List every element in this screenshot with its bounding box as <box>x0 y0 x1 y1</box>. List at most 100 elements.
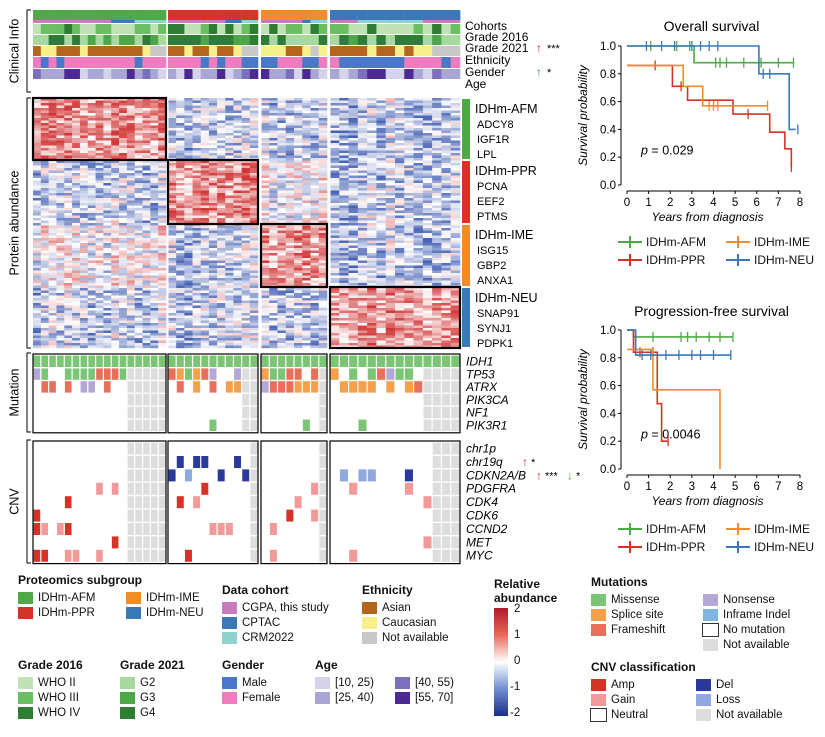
heatmap-cell <box>158 223 167 226</box>
heatmap-cell <box>176 120 185 124</box>
heatmap-cell <box>40 315 49 319</box>
heatmap-cell <box>126 313 135 316</box>
heatmap-cell <box>249 130 259 134</box>
heatmap-cell <box>126 253 135 256</box>
clinical-cell <box>33 24 42 34</box>
heatmap-cell <box>225 198 234 201</box>
heatmap-cell <box>294 198 303 201</box>
heatmap-cell <box>64 168 73 171</box>
clinical-cell <box>225 46 234 56</box>
heatmap-cell <box>413 305 424 309</box>
heatmap-cell <box>385 283 396 286</box>
heatmap-cell <box>367 228 377 231</box>
heatmap-cell <box>241 193 251 196</box>
heatmap-cell <box>103 300 112 304</box>
heatmap-cell <box>40 135 49 139</box>
heatmap-cell <box>119 205 128 209</box>
heatmap-cell <box>404 298 414 301</box>
heatmap-cell <box>150 228 159 231</box>
heatmap-cell <box>302 278 311 281</box>
heatmap-cell <box>241 255 251 259</box>
heatmap-cell <box>318 340 328 344</box>
heatmap-cell <box>40 343 49 346</box>
heatmap-cell <box>208 140 218 144</box>
heatmap-cell <box>119 213 128 216</box>
heatmap-cell <box>64 200 73 204</box>
heatmap-cell <box>261 298 270 301</box>
heatmap-cell <box>72 258 81 261</box>
heatmap-cell <box>158 250 167 254</box>
heatmap-cell <box>158 255 167 259</box>
heatmap-cell <box>413 200 424 204</box>
heatmap-cell <box>249 110 259 114</box>
heatmap-cell <box>357 300 368 304</box>
heatmap-cell <box>33 148 42 151</box>
heatmap-cell <box>330 315 340 319</box>
heatmap-cell <box>277 103 287 106</box>
heatmap-cell <box>158 153 167 156</box>
heatmap-cell <box>357 183 368 186</box>
heatmap-cell <box>208 125 218 129</box>
heatmap-cell <box>413 158 424 161</box>
heatmap-cell <box>294 185 303 189</box>
clinical-cell <box>318 46 328 56</box>
heatmap-cell <box>330 123 340 126</box>
heatmap-cell <box>33 210 42 214</box>
heatmap-cell <box>339 308 349 311</box>
heatmap-cell <box>310 203 320 206</box>
heatmap-cell <box>233 198 242 201</box>
heatmap-cell <box>119 155 128 159</box>
heatmap-cell <box>79 205 89 209</box>
heatmap-cell <box>261 120 270 124</box>
heatmap-cell <box>357 323 368 326</box>
heatmap-cell <box>249 215 259 219</box>
heatmap-cell <box>376 290 387 294</box>
heatmap-cell <box>294 183 303 186</box>
heatmap-cell <box>310 123 320 126</box>
heatmap-cell <box>330 278 340 281</box>
heatmap-cell <box>294 293 303 296</box>
heatmap-cell <box>79 345 89 349</box>
heatmap-cell <box>64 250 73 254</box>
heatmap-cell <box>126 285 135 289</box>
heatmap-cell <box>192 275 202 279</box>
heatmap-cell <box>241 155 251 159</box>
heatmap-cell <box>208 343 218 346</box>
heatmap-cell <box>294 145 303 149</box>
heatmap-cell <box>294 295 303 299</box>
heatmap-cell <box>33 303 42 306</box>
heatmap-cell <box>158 168 167 171</box>
heatmap-cell <box>200 285 210 289</box>
heatmap-cell <box>294 140 303 144</box>
heatmap-cell <box>184 155 193 159</box>
heatmap-cell <box>217 323 226 326</box>
heatmap-cell <box>225 178 234 181</box>
heatmap-cell <box>158 323 167 326</box>
heatmap-cell <box>249 120 259 124</box>
heatmap-cell <box>395 230 405 234</box>
heatmap-cell <box>261 193 270 196</box>
heatmap-cell <box>176 198 185 201</box>
heatmap-cell <box>134 293 143 296</box>
heatmap-cell <box>376 278 387 281</box>
heatmap-cell <box>200 280 210 284</box>
heatmap-cell <box>48 288 57 291</box>
heatmap-cell <box>357 223 368 226</box>
heatmap-cell <box>208 120 218 124</box>
heatmap-cell <box>208 278 218 281</box>
heatmap-cell <box>184 123 193 126</box>
heatmap-cell <box>200 248 210 251</box>
heatmap-cell <box>208 248 218 251</box>
heatmap-cell <box>150 275 159 279</box>
heatmap-cell <box>95 325 104 329</box>
heatmap-cell <box>395 318 405 321</box>
heatmap-cell <box>422 153 433 156</box>
heatmap-cell <box>294 253 303 256</box>
heatmap-cell <box>261 163 270 166</box>
heatmap-cell <box>134 98 143 101</box>
heatmap-cell <box>339 343 349 346</box>
heatmap-cell <box>158 213 167 216</box>
heatmap-cell <box>318 163 328 166</box>
heatmap-cell <box>285 225 295 229</box>
heatmap-cell <box>119 305 128 309</box>
